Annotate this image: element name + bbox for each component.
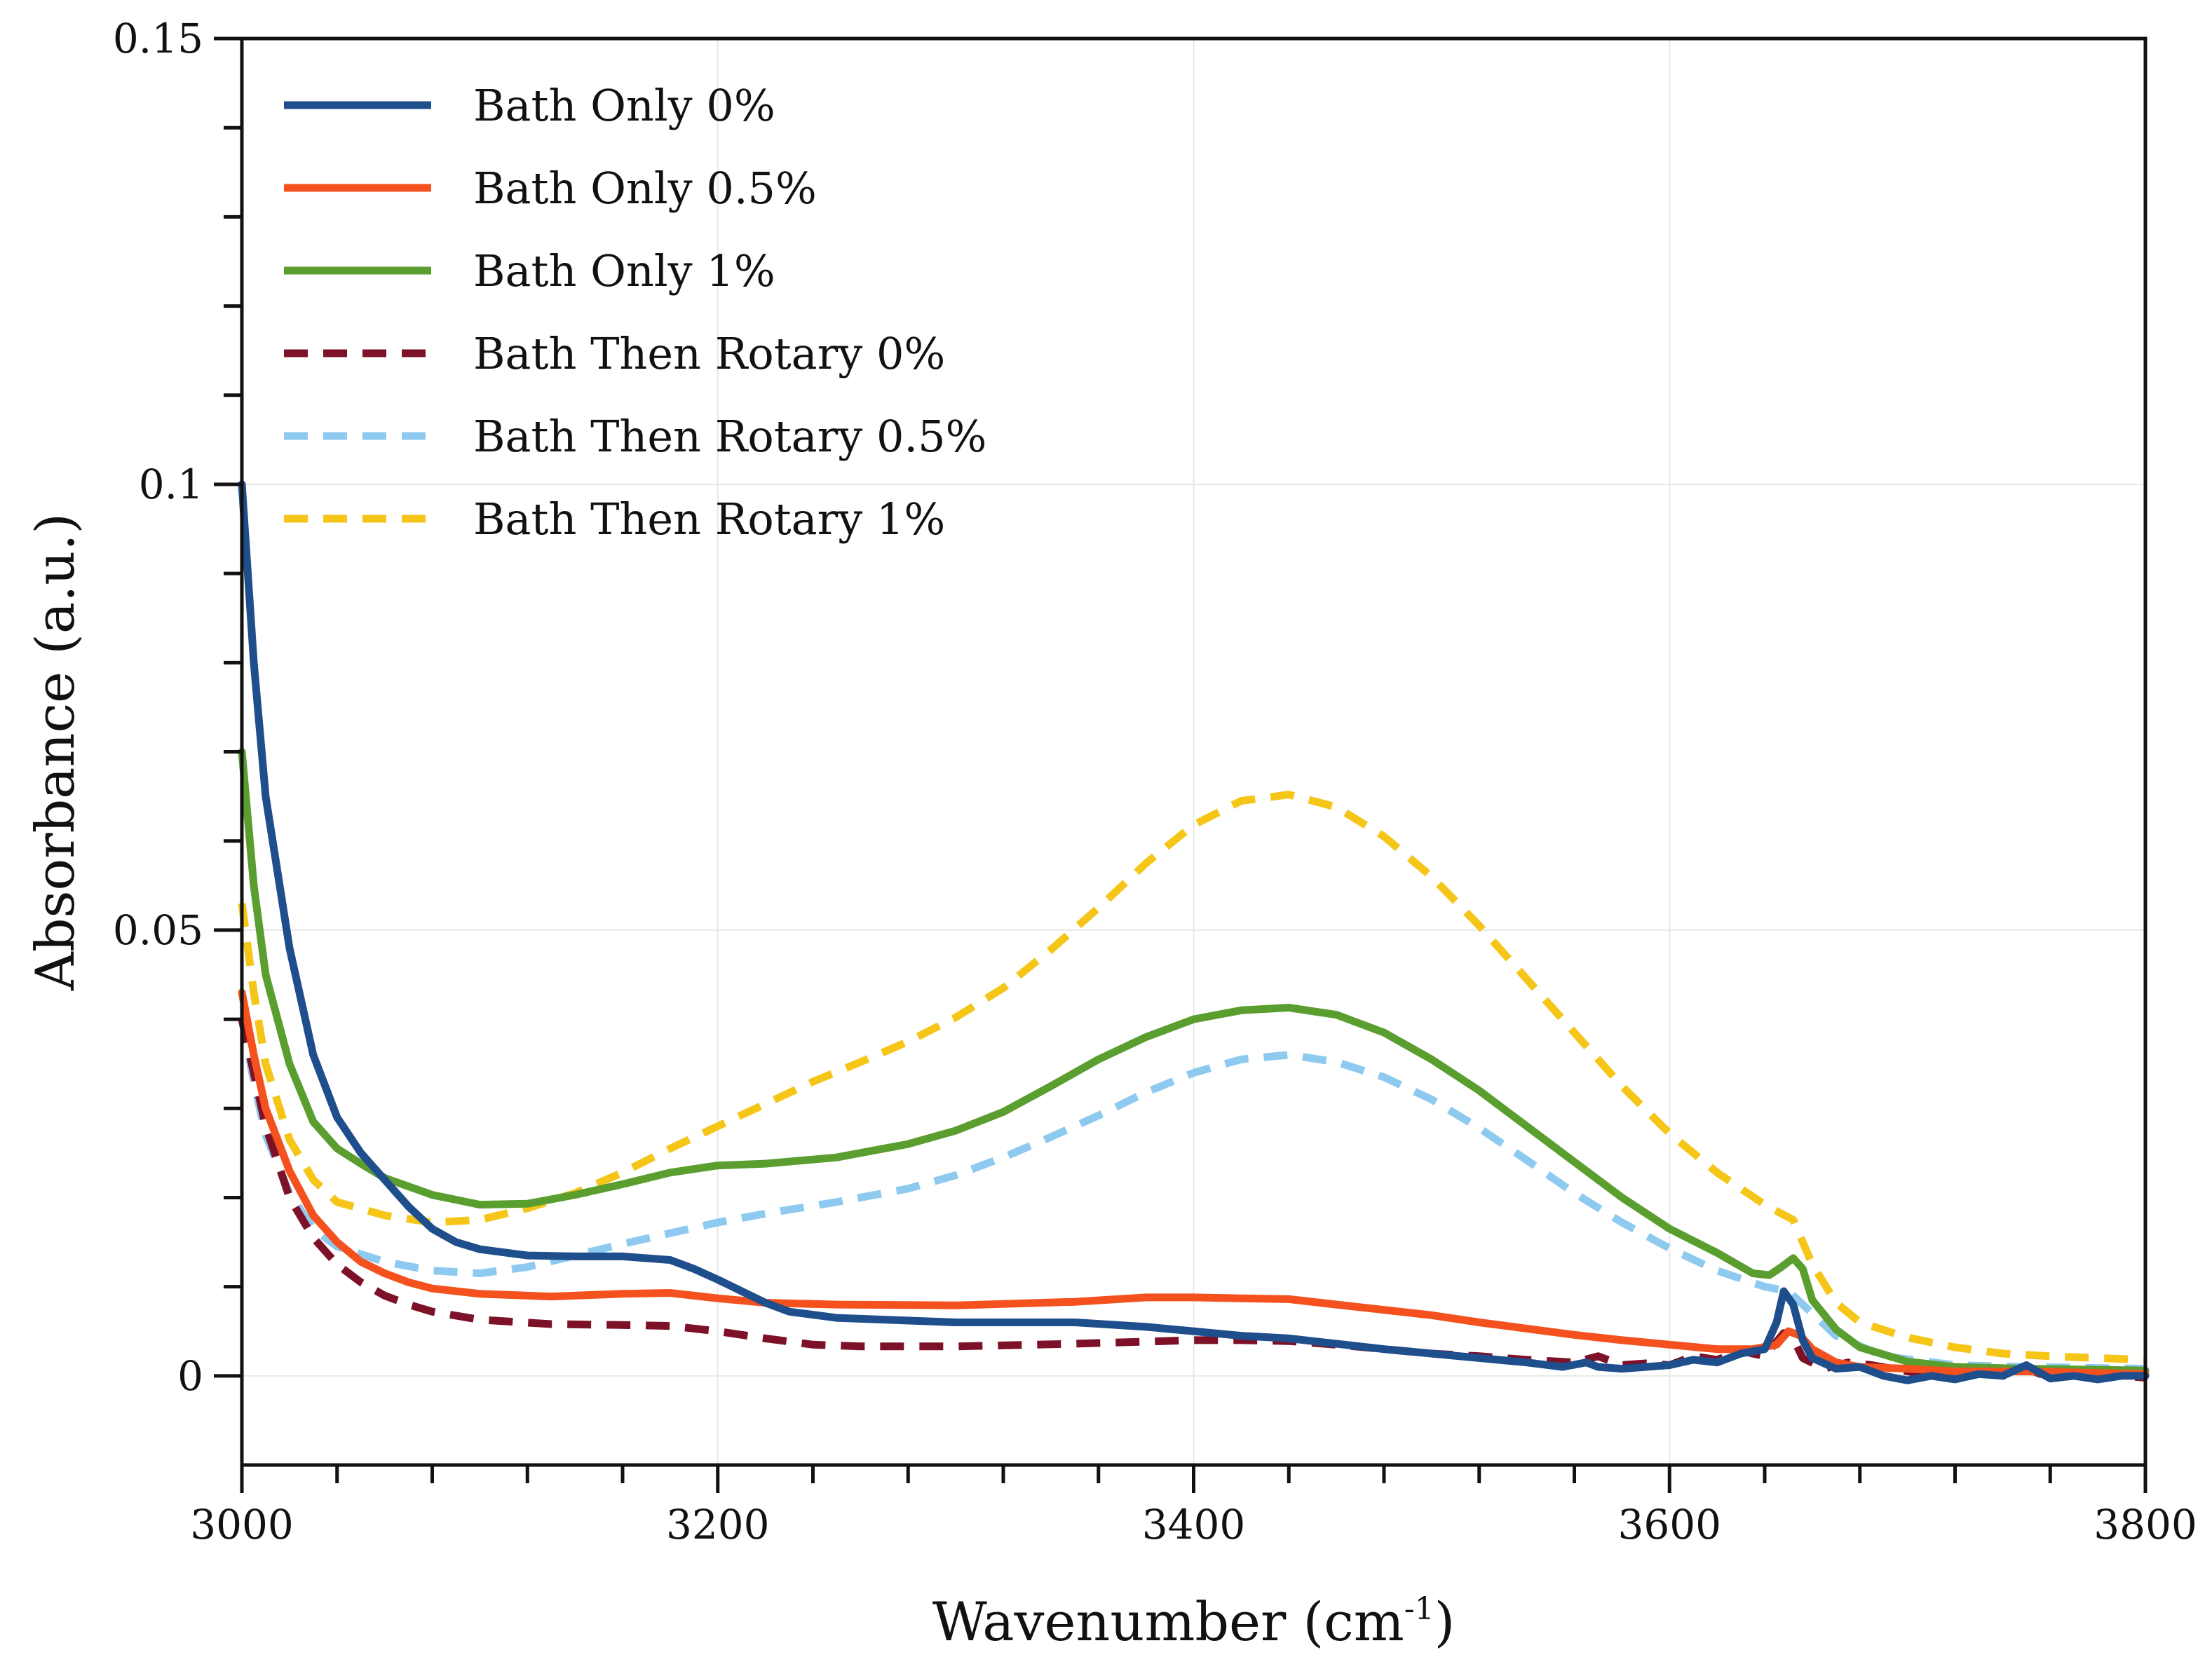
- y-tick-label: 0: [177, 1352, 203, 1400]
- legend-label-4: Bath Then Rotary 0.5%: [473, 411, 986, 462]
- x-tick-label: 3600: [1617, 1501, 1721, 1548]
- series-line-5: [238, 791, 2146, 1364]
- series-line-0: [238, 480, 2150, 1384]
- x-tick-label: 3200: [666, 1501, 770, 1548]
- legend-label-1: Bath Only 0.5%: [473, 163, 817, 214]
- series-lines: [238, 480, 2150, 1384]
- series-line-2: [238, 748, 2150, 1375]
- x-tick-label: 3800: [2094, 1501, 2197, 1548]
- legend-label-0: Bath Only 0%: [473, 80, 775, 131]
- x-axis-title-sup: -1: [1404, 1591, 1434, 1627]
- x-axis-title-main: Wavenumber (cm: [932, 1590, 1404, 1653]
- series-line-4: [238, 1018, 2146, 1373]
- tick-labels: 3000 3200 3400 3600 3800 0 0.05 0.1 0.15: [113, 15, 2197, 1548]
- x-tick-label: 3000: [190, 1501, 294, 1548]
- y-tick-label: 0.1: [139, 461, 203, 508]
- x-axis-title-end: ): [1434, 1590, 1456, 1653]
- legend-label-5: Bath Then Rotary 1%: [473, 493, 945, 545]
- x-tick-label: 3400: [1142, 1501, 1246, 1548]
- y-axis-title: Absorbance (a.u.): [24, 513, 86, 991]
- y-tick-label: 0.15: [113, 15, 203, 62]
- axis-ticks: [214, 36, 2147, 1493]
- y-tick-label: 0.05: [113, 906, 203, 954]
- legend: Bath Only 0% Bath Only 0.5% Bath Only 1% Ba…: [284, 80, 986, 545]
- x-axis-title: Wavenumber (cm-1): [932, 1590, 1456, 1653]
- legend-label-3: Bath Then Rotary 0%: [473, 328, 945, 379]
- legend-label-2: Bath Only 1%: [473, 245, 775, 297]
